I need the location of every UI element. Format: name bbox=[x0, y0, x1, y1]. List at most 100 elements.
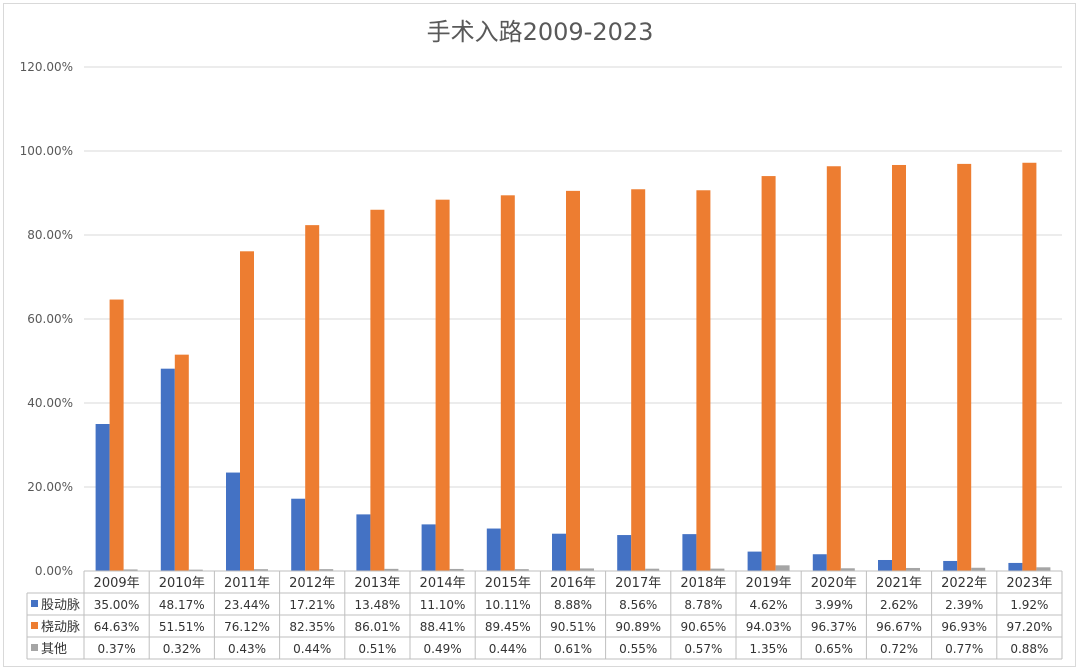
bar-other bbox=[971, 567, 986, 571]
data-label: 0.44% bbox=[293, 642, 331, 656]
bar-radial bbox=[957, 163, 972, 572]
bar-radial bbox=[305, 225, 320, 571]
bar-other bbox=[514, 569, 529, 571]
category-label: 2020年 bbox=[811, 576, 857, 591]
data-label: 51.51% bbox=[159, 620, 205, 634]
category-label: 2013年 bbox=[354, 576, 400, 591]
bar-femoral bbox=[1008, 562, 1023, 571]
bar-other bbox=[775, 565, 790, 571]
bar-other bbox=[645, 568, 660, 571]
data-label: 3.99% bbox=[815, 598, 853, 612]
data-label: 1.35% bbox=[750, 642, 788, 656]
bar-femoral bbox=[617, 535, 632, 571]
data-label: 0.49% bbox=[424, 642, 462, 656]
bar-femoral bbox=[291, 498, 306, 571]
data-label: 97.20% bbox=[1007, 620, 1053, 634]
data-label: 0.57% bbox=[684, 642, 722, 656]
bar-femoral bbox=[160, 368, 175, 571]
data-label: 4.62% bbox=[750, 598, 788, 612]
bar-radial bbox=[892, 164, 906, 571]
data-label: 90.51% bbox=[550, 620, 596, 634]
data-label: 0.44% bbox=[489, 642, 527, 656]
y-tick-label: 0.00% bbox=[35, 564, 73, 578]
bar-femoral bbox=[943, 560, 958, 571]
data-label: 48.17% bbox=[159, 598, 205, 612]
data-label: 10.11% bbox=[485, 598, 531, 612]
legend-key bbox=[31, 644, 38, 651]
bar-radial bbox=[566, 190, 580, 571]
data-label: 96.67% bbox=[876, 620, 922, 634]
y-tick-label: 20.00% bbox=[27, 480, 73, 494]
bar-femoral bbox=[421, 524, 436, 571]
legend-label: 其他 bbox=[41, 642, 67, 657]
category-label: 2021年 bbox=[876, 576, 922, 591]
bar-radial bbox=[500, 195, 515, 571]
category-label: 2014年 bbox=[420, 576, 466, 591]
category-label: 2016年 bbox=[550, 576, 596, 591]
data-label: 88.41% bbox=[420, 620, 466, 634]
legend-key bbox=[31, 600, 38, 607]
bar-femoral bbox=[682, 534, 697, 571]
data-label: 96.37% bbox=[811, 620, 857, 634]
category-label: 2022年 bbox=[941, 576, 987, 591]
legend-label: 桡动脉 bbox=[41, 620, 80, 635]
data-label: 8.88% bbox=[554, 598, 592, 612]
category-label: 2011年 bbox=[224, 576, 270, 591]
data-label: 0.77% bbox=[945, 642, 983, 656]
bar-femoral bbox=[552, 533, 566, 571]
bar-femoral bbox=[812, 554, 827, 571]
bar-femoral bbox=[226, 472, 240, 571]
data-label: 64.63% bbox=[94, 620, 140, 634]
category-label: 2017年 bbox=[615, 576, 661, 591]
bar-radial bbox=[761, 176, 776, 571]
y-tick-label: 100.00% bbox=[20, 144, 73, 158]
bar-radial bbox=[174, 354, 189, 571]
legend-key bbox=[31, 622, 38, 629]
data-label: 76.12% bbox=[224, 620, 270, 634]
data-label: 0.61% bbox=[554, 642, 592, 656]
category-label: 2009年 bbox=[94, 576, 140, 591]
data-label: 1.92% bbox=[1010, 598, 1048, 612]
data-label: 94.03% bbox=[746, 620, 792, 634]
bar-femoral bbox=[878, 559, 892, 571]
bar-other bbox=[254, 569, 268, 571]
data-label: 89.45% bbox=[485, 620, 531, 634]
bar-femoral bbox=[356, 514, 371, 571]
data-label: 0.51% bbox=[358, 642, 396, 656]
bar-other bbox=[449, 568, 464, 571]
data-label: 13.48% bbox=[355, 598, 401, 612]
bar-radial bbox=[631, 189, 646, 571]
legend-label: 股动脉 bbox=[41, 598, 80, 613]
category-label: 2015年 bbox=[485, 576, 531, 591]
bar-other bbox=[319, 569, 334, 571]
data-label: 2.39% bbox=[945, 598, 983, 612]
category-label: 2018年 bbox=[680, 576, 726, 591]
data-label: 0.88% bbox=[1010, 642, 1048, 656]
bar-radial bbox=[109, 299, 124, 571]
bar-other bbox=[906, 567, 920, 571]
bar-radial bbox=[370, 209, 385, 571]
data-label: 90.65% bbox=[681, 620, 727, 634]
bar-femoral bbox=[486, 528, 501, 571]
bar-radial bbox=[240, 251, 254, 571]
data-label: 96.93% bbox=[941, 620, 987, 634]
bar-other bbox=[580, 568, 594, 571]
data-label: 90.89% bbox=[615, 620, 661, 634]
category-label: 2019年 bbox=[746, 576, 792, 591]
bar-radial bbox=[1022, 162, 1037, 571]
bar-femoral bbox=[747, 551, 762, 571]
data-label: 0.43% bbox=[228, 642, 266, 656]
data-label: 8.56% bbox=[619, 598, 657, 612]
data-label: 35.00% bbox=[94, 598, 140, 612]
y-tick-label: 120.00% bbox=[20, 60, 73, 74]
bar-radial bbox=[696, 190, 711, 571]
bar-other bbox=[188, 569, 203, 571]
data-label: 86.01% bbox=[355, 620, 401, 634]
chart-title: 手术入路2009-2023 bbox=[427, 18, 654, 46]
bar-radial bbox=[826, 166, 841, 571]
data-label: 17.21% bbox=[289, 598, 335, 612]
bar-other bbox=[1036, 567, 1051, 571]
bar-other bbox=[123, 569, 138, 571]
data-label: 0.37% bbox=[98, 642, 136, 656]
y-tick-label: 80.00% bbox=[27, 228, 73, 242]
